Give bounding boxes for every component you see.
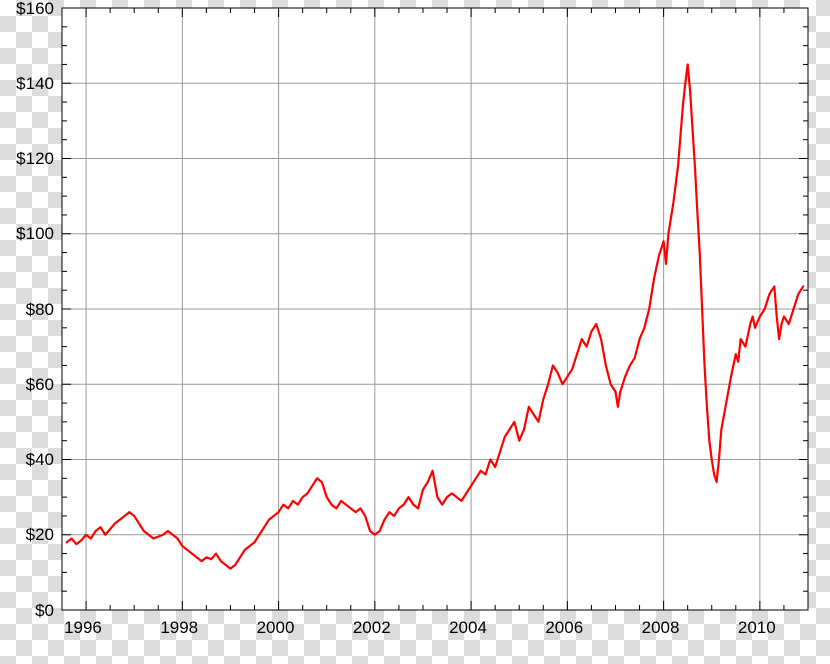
y-tick-label: $80 [26, 300, 54, 320]
x-tick-label: 1996 [64, 618, 102, 638]
x-tick-label: 2006 [545, 618, 583, 638]
y-tick-label: $140 [16, 74, 54, 94]
x-tick-label: 2008 [642, 618, 680, 638]
y-tick-label: $0 [35, 601, 54, 621]
y-tick-label: $20 [26, 525, 54, 545]
x-tick-label: 2000 [257, 618, 295, 638]
line-chart [0, 0, 830, 664]
x-tick-label: 1998 [160, 618, 198, 638]
price-series [67, 64, 803, 568]
y-tick-label: $120 [16, 149, 54, 169]
x-tick-label: 2002 [353, 618, 391, 638]
y-tick-label: $160 [16, 0, 54, 19]
y-tick-label: $40 [26, 450, 54, 470]
x-tick-label: 2010 [738, 618, 776, 638]
x-tick-label: 2004 [449, 618, 487, 638]
y-tick-label: $60 [26, 375, 54, 395]
y-tick-label: $100 [16, 224, 54, 244]
